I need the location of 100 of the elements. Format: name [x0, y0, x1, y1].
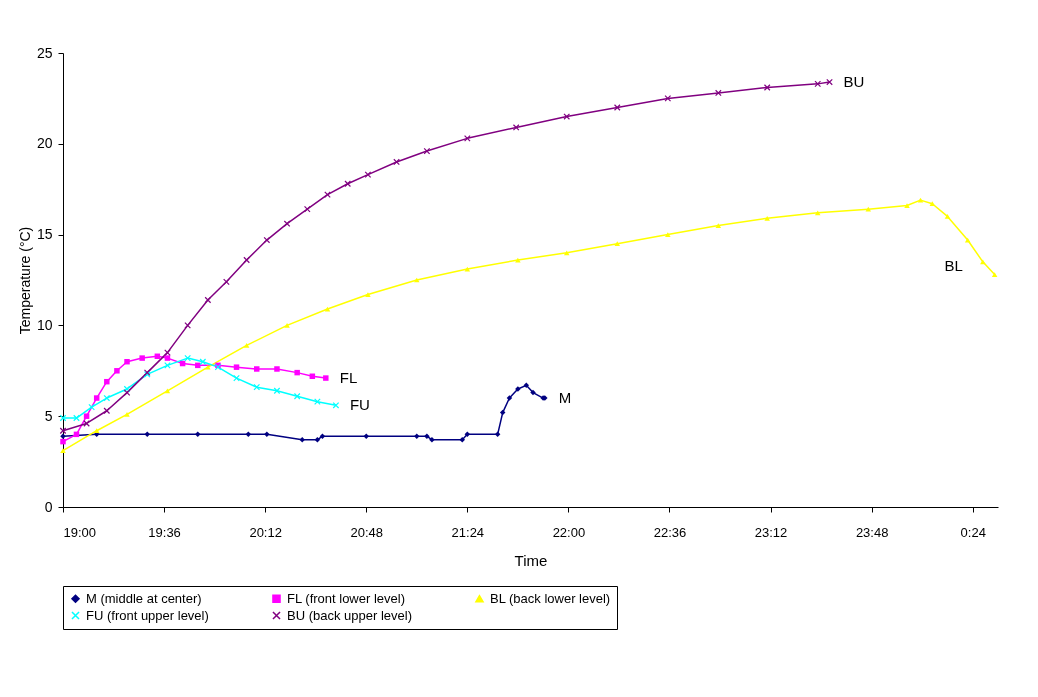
point — [273, 387, 281, 395]
point — [323, 375, 329, 381]
point — [614, 241, 620, 247]
annotation: BU — [843, 73, 865, 91]
point — [223, 278, 230, 286]
point — [164, 362, 171, 369]
legend-label: BU (back upper level) — [287, 607, 412, 623]
point — [263, 236, 271, 244]
annotation: M — [558, 389, 572, 407]
annotation: FL — [339, 369, 358, 387]
point — [114, 368, 120, 374]
point — [205, 364, 211, 370]
legend-label: FL (front lower level) — [287, 590, 405, 606]
point — [195, 431, 201, 438]
point — [93, 428, 100, 434]
x-tick-label: 20:12 — [249, 524, 282, 540]
point — [284, 323, 290, 328]
y-tick-label: 25 — [36, 44, 53, 61]
point — [245, 431, 252, 438]
point — [184, 354, 192, 362]
point — [294, 369, 300, 376]
point — [124, 412, 130, 417]
point — [164, 355, 171, 361]
point — [233, 364, 240, 370]
point — [414, 433, 420, 439]
point — [319, 433, 326, 439]
legend-label: BL (back lower level) — [490, 590, 611, 606]
point — [332, 401, 340, 409]
point — [459, 437, 466, 443]
point — [929, 201, 936, 207]
y-tick-label: 15 — [36, 226, 53, 243]
y-tick-label: 0 — [44, 498, 53, 515]
point — [530, 389, 536, 396]
annotation: FU — [349, 396, 370, 414]
point — [494, 431, 501, 438]
point — [164, 388, 171, 394]
y-tick-label: 5 — [44, 407, 53, 424]
point — [303, 205, 311, 213]
point — [264, 431, 270, 438]
point — [144, 431, 150, 438]
x-tick-label: 23:12 — [754, 524, 788, 540]
point — [393, 158, 400, 166]
legend-label: M (middle at center) — [86, 590, 202, 606]
point — [364, 171, 372, 179]
x-tick-label: 20:48 — [350, 524, 384, 540]
point — [60, 438, 66, 445]
point — [73, 414, 80, 422]
point — [764, 215, 770, 221]
x-tick-label: 19:36 — [148, 524, 181, 540]
point — [506, 395, 513, 401]
point — [665, 232, 671, 237]
x-tick-label: 22:00 — [552, 524, 586, 540]
y-tick-label: 20 — [36, 135, 53, 152]
point — [199, 358, 207, 366]
point — [123, 389, 131, 396]
x-tick-label: 21:24 — [451, 524, 485, 540]
point — [424, 433, 430, 439]
point — [243, 256, 250, 264]
point — [104, 378, 110, 385]
x-axis-title: Time — [514, 551, 548, 569]
annotation: BL — [944, 256, 963, 274]
point — [274, 366, 280, 372]
point — [124, 358, 130, 365]
x-tick-label: 19:00 — [63, 524, 97, 540]
point — [563, 250, 570, 256]
x-tick-label: 0:24 — [960, 524, 986, 540]
point — [60, 448, 66, 454]
y-tick-label: 10 — [36, 316, 53, 333]
point — [715, 89, 722, 97]
point — [103, 394, 111, 402]
point — [715, 223, 722, 228]
point — [991, 272, 998, 277]
point — [324, 191, 331, 198]
point — [814, 80, 822, 88]
point — [233, 374, 240, 382]
y-axis-title: Temperature (°C) — [16, 226, 33, 335]
point — [299, 437, 305, 443]
point — [59, 427, 67, 435]
point — [139, 355, 145, 361]
point — [664, 95, 672, 102]
point — [88, 403, 95, 411]
point — [83, 413, 90, 419]
point — [195, 362, 201, 369]
point — [314, 437, 321, 443]
x-tick-label: 23:48 — [855, 524, 889, 540]
point — [980, 259, 986, 265]
point — [365, 292, 371, 297]
point — [563, 113, 571, 120]
point — [363, 433, 369, 439]
point — [253, 383, 261, 391]
point — [324, 306, 331, 312]
point — [917, 197, 924, 203]
point — [93, 395, 100, 401]
point — [865, 206, 872, 212]
point — [464, 431, 471, 438]
point — [254, 366, 260, 372]
point — [904, 203, 910, 208]
point — [243, 343, 250, 348]
point — [944, 214, 951, 219]
point — [763, 84, 771, 91]
